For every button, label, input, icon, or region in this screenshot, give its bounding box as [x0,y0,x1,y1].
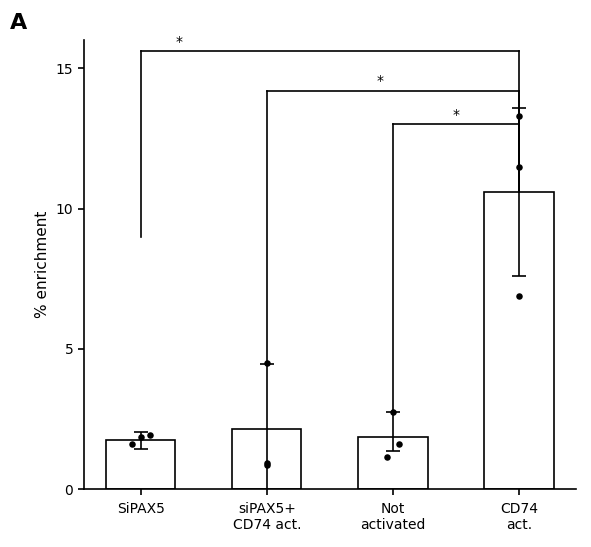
Text: *: * [377,74,384,88]
Point [394,440,404,449]
Text: *: * [175,34,182,49]
Point [514,162,524,171]
Point [127,440,137,449]
Point [388,408,398,416]
Bar [358,438,427,490]
Point [514,112,524,120]
Point [262,461,271,470]
Bar [232,429,301,490]
Point [262,458,271,467]
Bar [484,192,554,490]
Text: A: A [10,13,27,33]
Y-axis label: % enrichment: % enrichment [35,211,50,318]
Bar [106,440,176,490]
Point [145,430,154,439]
Point [262,359,271,368]
Text: *: * [453,108,459,121]
Point [136,433,145,442]
Point [382,453,391,462]
Point [514,292,524,300]
